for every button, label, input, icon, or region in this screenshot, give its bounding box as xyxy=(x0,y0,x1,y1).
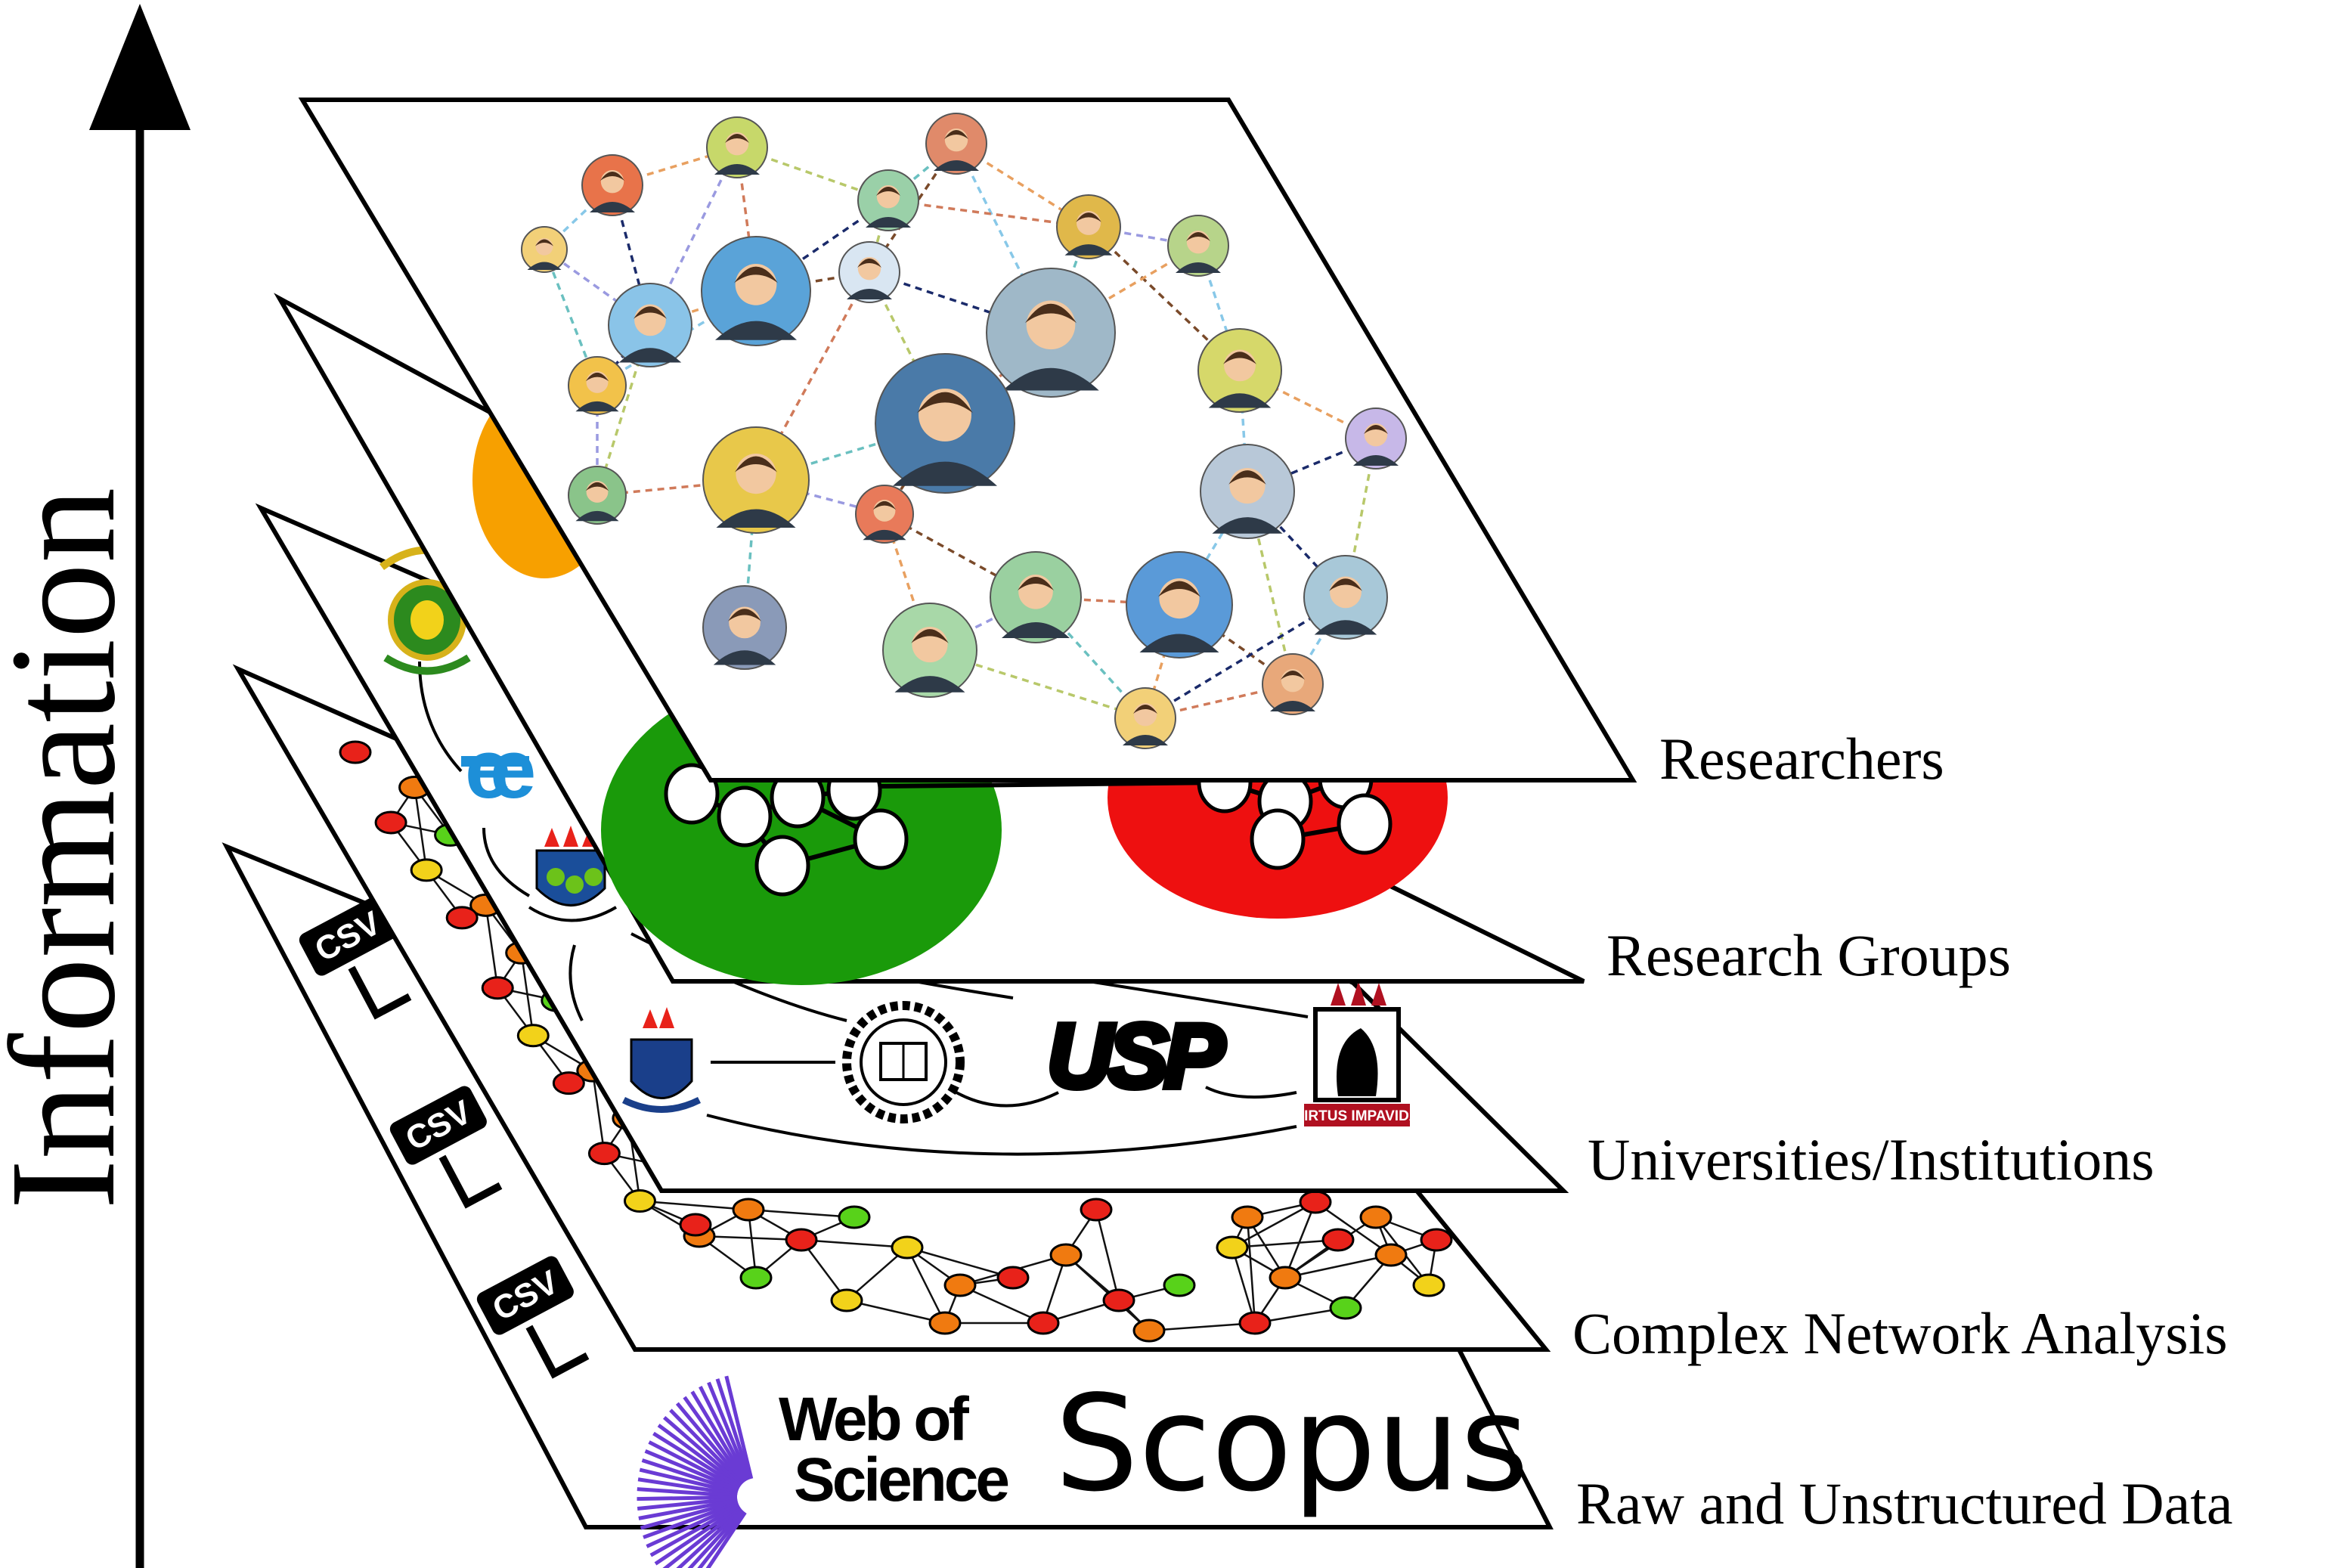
network-node xyxy=(1299,1190,1332,1214)
network-node xyxy=(1080,1198,1113,1222)
researcher-avatar-icon xyxy=(1262,653,1324,715)
researcher-avatar-icon xyxy=(875,353,1015,494)
researcher-avatar-icon xyxy=(1056,194,1121,259)
network-node xyxy=(739,1266,773,1290)
researcher-avatar-icon xyxy=(1167,215,1229,277)
group-member-node xyxy=(1250,808,1306,870)
layer-label-complex-network: Complex Network Analysis xyxy=(1572,1300,2228,1366)
group-member-node xyxy=(717,786,773,848)
researcher-avatar-icon xyxy=(857,169,919,231)
web-of-science-logo: Web of Science xyxy=(637,1375,1011,1568)
network-node xyxy=(928,1311,962,1335)
layer-label-researchers: Researchers xyxy=(1659,726,1944,792)
researcher-avatar-icon xyxy=(706,116,768,178)
researcher-avatar-icon xyxy=(702,585,787,670)
researcher-avatar-icon xyxy=(608,283,692,367)
network-node xyxy=(1027,1311,1060,1335)
researcher-avatar-icon xyxy=(990,551,1082,643)
researcher-avatar-icon xyxy=(521,226,568,273)
researcher-avatar-icon xyxy=(1114,687,1176,749)
network-node xyxy=(1102,1288,1135,1312)
network-node xyxy=(679,1213,712,1237)
network-node xyxy=(516,1024,550,1048)
network-node xyxy=(732,1198,765,1222)
network-node xyxy=(943,1273,977,1297)
network-node xyxy=(410,858,443,882)
researcher-avatar-icon xyxy=(925,113,987,175)
csv-file-icon: CSV xyxy=(476,1256,590,1379)
axis-label: Information xyxy=(0,488,147,1210)
csv-file-icon: CSV xyxy=(389,1086,503,1209)
axis-arrowhead-icon xyxy=(89,4,191,130)
svg-text:VIRTUS IMPAVIDA: VIRTUS IMPAVIDA xyxy=(1294,1108,1419,1124)
layer-researchers xyxy=(298,98,1637,782)
researcher-avatar-icon xyxy=(986,268,1116,398)
network-node xyxy=(445,906,479,930)
network-node xyxy=(830,1288,863,1312)
group-member-node xyxy=(1337,793,1393,855)
researcher-avatar-icon xyxy=(1200,444,1295,539)
scopus-logo: Scopus xyxy=(1055,1368,1529,1521)
researcher-avatar-icon xyxy=(568,466,627,525)
network-node xyxy=(891,1235,924,1260)
network-node xyxy=(339,740,372,764)
network-node xyxy=(623,1189,656,1213)
network-node xyxy=(552,1071,585,1095)
state-coat-of-arms-logo xyxy=(380,546,475,675)
network-node xyxy=(785,1228,818,1252)
ufc-crest-logo xyxy=(528,826,618,922)
ufpe-logo: VIRTUS IMPAVIDA xyxy=(1294,981,1420,1126)
network-node xyxy=(1359,1205,1393,1229)
network-node xyxy=(1132,1319,1166,1343)
researcher-avatar-icon xyxy=(702,426,810,534)
network-node xyxy=(587,1142,621,1166)
network-node xyxy=(996,1266,1030,1290)
layer-label-research-groups: Research Groups xyxy=(1606,922,2011,988)
usp-logo: USP xyxy=(1047,1006,1225,1107)
information-axis: Information xyxy=(0,4,191,1568)
group-member-node xyxy=(664,763,720,825)
svg-text:Web of: Web of xyxy=(779,1385,969,1454)
network-node xyxy=(1412,1273,1445,1297)
ufes-crest-logo xyxy=(621,1007,702,1113)
network-node xyxy=(1329,1296,1362,1320)
network-node xyxy=(481,976,514,1000)
researcher-avatar-icon xyxy=(1197,328,1282,413)
researcher-avatar-icon xyxy=(882,603,977,698)
network-node xyxy=(1374,1243,1408,1267)
network-node xyxy=(838,1205,871,1229)
network-node xyxy=(1238,1311,1272,1335)
researcher-avatar-icon xyxy=(1345,407,1407,469)
layer-label-raw-data: Raw and Unstructured Data xyxy=(1576,1470,2233,1536)
group-member-node xyxy=(853,808,909,870)
network-node xyxy=(1163,1273,1196,1297)
researcher-avatar-icon xyxy=(838,241,900,303)
group-member-node xyxy=(754,835,810,897)
network-node xyxy=(1420,1228,1453,1252)
svg-text:Science: Science xyxy=(794,1446,1008,1514)
network-node xyxy=(1269,1266,1302,1290)
researcher-avatar-icon xyxy=(1303,555,1388,640)
network-node xyxy=(1231,1205,1264,1229)
network-node xyxy=(374,810,407,835)
researcher-avatar-icon xyxy=(1126,551,1233,658)
researcher-avatar-icon xyxy=(568,356,627,415)
network-node xyxy=(1321,1228,1355,1252)
layer-label-universities: Universities/Institutions xyxy=(1588,1126,2155,1192)
ufmg-engineering-gear-logo xyxy=(842,1001,965,1123)
network-node xyxy=(1216,1235,1249,1260)
researcher-avatar-icon xyxy=(855,485,914,544)
network-node xyxy=(1049,1243,1083,1267)
researcher-avatar-icon xyxy=(701,236,811,346)
researcher-avatar-icon xyxy=(581,154,643,216)
